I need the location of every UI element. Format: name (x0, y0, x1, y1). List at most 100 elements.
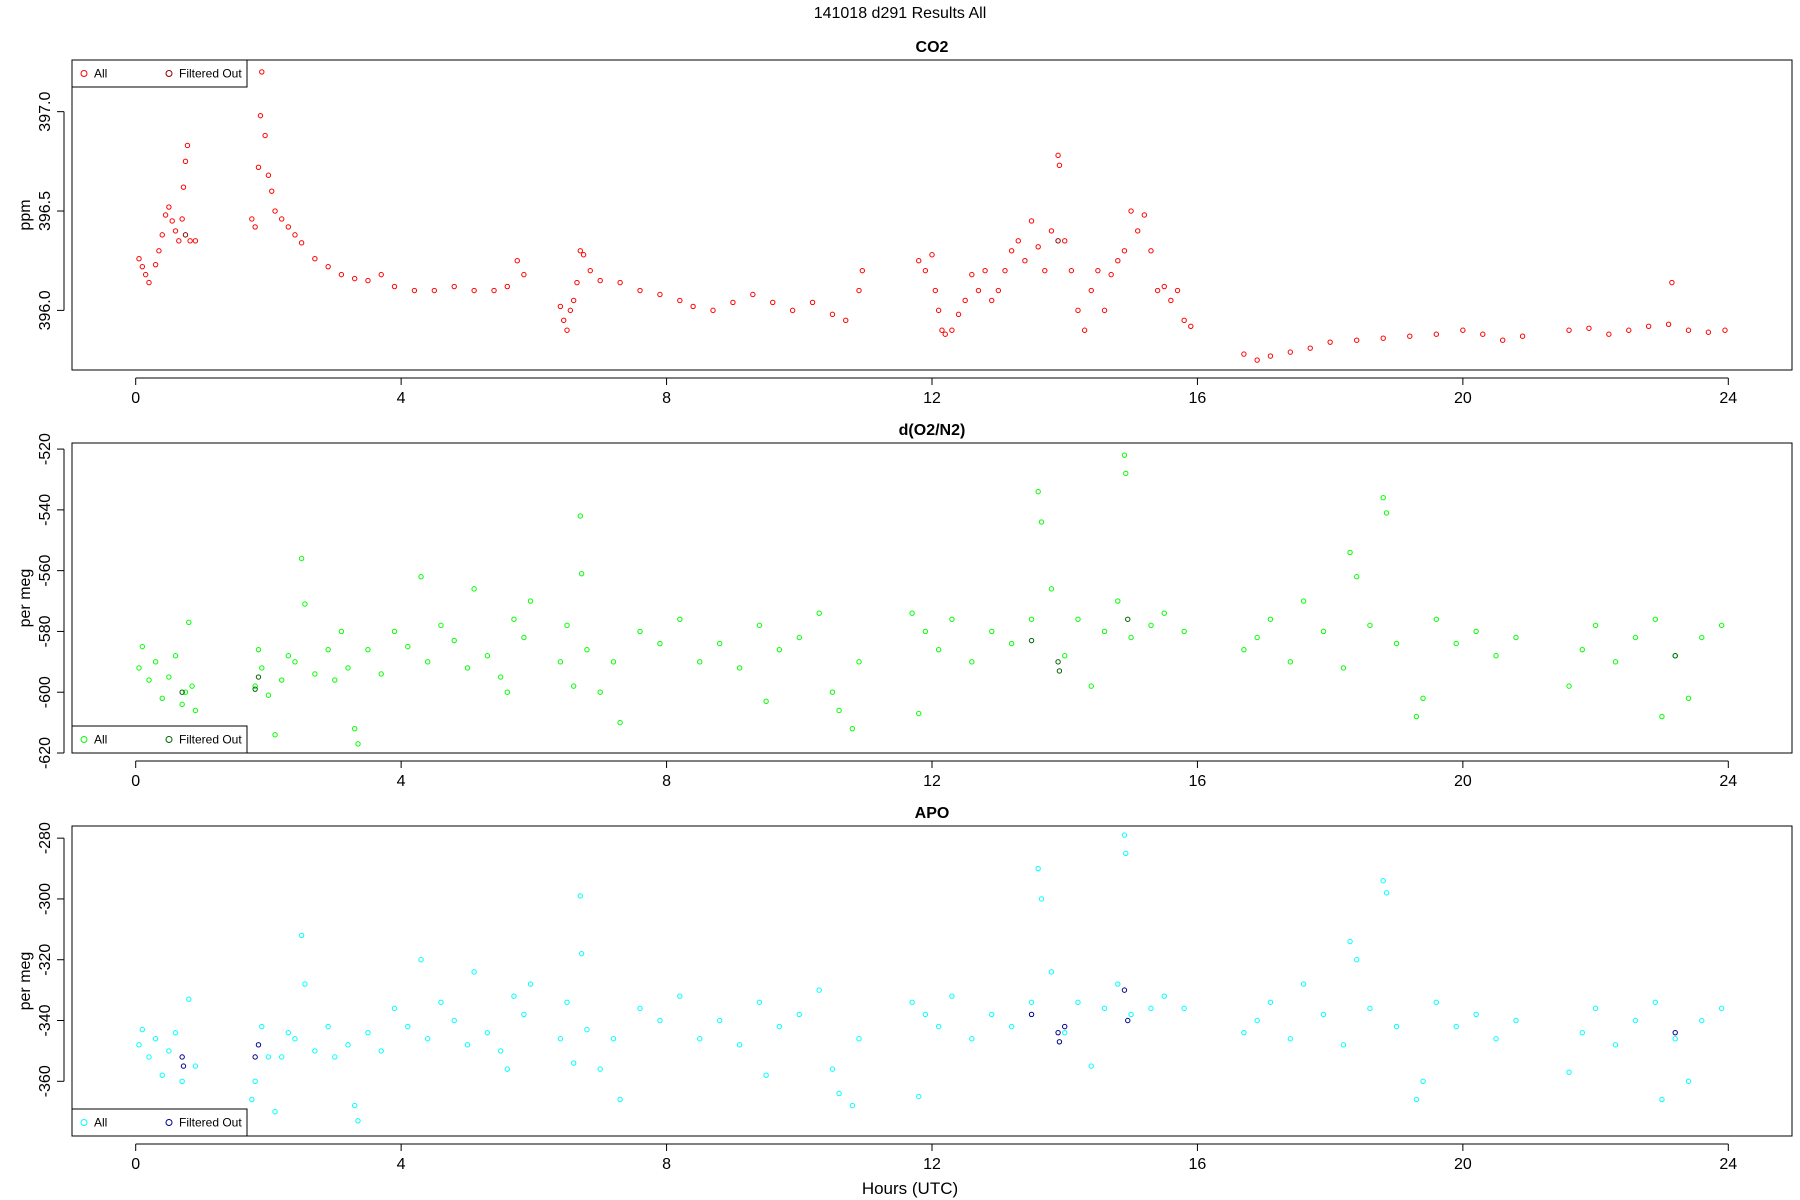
apo-point (484, 1029, 491, 1036)
co2-point (1108, 271, 1114, 278)
co2-point (265, 172, 272, 178)
apo-panel: APO 0 4 8 12 16 20 24 -360 -340 -320 -300 -280 per me… (17, 805, 1793, 1173)
apo-point (1048, 969, 1055, 975)
o2n2-point (504, 689, 511, 695)
co2-point (1480, 331, 1486, 337)
apo-point (146, 1054, 152, 1060)
o2n2-point (1121, 452, 1128, 458)
apo-y-tick-label: -340 (37, 1004, 54, 1036)
o2n2-point (1433, 616, 1440, 622)
co2-point (1062, 238, 1068, 244)
co2-point (255, 164, 262, 171)
co2-point (1606, 331, 1612, 337)
o2n2-point (909, 610, 915, 616)
co2-point (935, 307, 942, 314)
o2n2-point (1267, 616, 1274, 622)
co2-point (411, 287, 418, 294)
co2-point (491, 287, 497, 294)
o2n2-point (325, 646, 331, 653)
co2-point (1115, 258, 1121, 264)
o2n2-point (1420, 695, 1426, 701)
co2-point (770, 299, 776, 306)
o2n2-point (916, 710, 922, 717)
o2n2-filtered-point (255, 674, 262, 680)
co2-point (1068, 267, 1075, 274)
co2-point (521, 271, 527, 278)
o2n2-point (1035, 488, 1041, 495)
o2n2-y-tick-label: -520 (37, 433, 54, 465)
apo-point (763, 1072, 769, 1078)
apo-point (1340, 1042, 1347, 1048)
co2-point (856, 287, 862, 294)
apo-filtered-point (252, 1054, 258, 1060)
apo-point (1433, 999, 1440, 1005)
co2-point (298, 240, 305, 246)
apo-point (259, 1023, 265, 1030)
o2n2-point (405, 643, 411, 650)
o2n2-point (597, 689, 603, 695)
co2-point (471, 287, 477, 294)
apo-point (302, 981, 308, 987)
co2-point (1254, 357, 1260, 363)
o2n2-point (1612, 659, 1619, 665)
o2n2-x-tick-label: 16 (1189, 773, 1207, 790)
apo-point (424, 1036, 431, 1042)
o2n2-point (935, 646, 942, 653)
apo-point (637, 1005, 643, 1012)
apo-point (527, 981, 534, 987)
co2-point (1022, 258, 1028, 264)
apo-point (1659, 1096, 1665, 1103)
co2-point (272, 208, 278, 214)
apo-point (278, 1054, 285, 1060)
o2n2-point (836, 707, 842, 714)
o2n2-point (1566, 683, 1572, 689)
co2-point (156, 248, 162, 254)
apo-point (1121, 832, 1128, 838)
o2n2-point (1254, 634, 1260, 641)
o2n2-legend-marker (80, 736, 88, 743)
apo-point (756, 999, 763, 1005)
co2-filtered-point (1055, 238, 1061, 244)
o2n2-filtered-point (1672, 653, 1678, 659)
co2-point (1287, 349, 1294, 355)
o2n2-point (152, 659, 159, 665)
co2-point (1626, 327, 1632, 333)
co2-point (180, 184, 187, 190)
co2-point (975, 287, 982, 294)
apo-legend-marker (165, 1119, 173, 1126)
co2-point (278, 216, 285, 222)
o2n2-filtered-point (179, 689, 185, 695)
apo-point (1101, 1005, 1108, 1012)
o2n2-point (166, 674, 172, 680)
co2-point (1241, 351, 1247, 357)
apo-point (1347, 938, 1353, 945)
apo-point (564, 999, 570, 1005)
o2n2-point (856, 659, 862, 665)
apo-point (1115, 981, 1121, 987)
co2-chart-title: CO2 (916, 39, 949, 56)
apo-filtered-point (255, 1042, 262, 1048)
o2n2-y-tick-label: -540 (37, 494, 54, 526)
o2n2-point (1181, 628, 1187, 635)
apo-point (152, 1036, 159, 1042)
apo-point (365, 1029, 371, 1036)
apo-point (378, 1048, 384, 1054)
apo-point (1699, 1017, 1705, 1024)
o2n2-point (136, 665, 142, 671)
apo-y-tick-label: -300 (37, 883, 54, 915)
o2n2-filtered-point (1125, 616, 1131, 622)
co2-point (1002, 267, 1008, 274)
co2-point (146, 279, 152, 286)
co2-point (1188, 323, 1194, 329)
co2-point (829, 311, 836, 318)
co2-point (1327, 339, 1333, 345)
apo-point (577, 893, 584, 899)
co2-point (1181, 317, 1187, 324)
o2n2-point (192, 707, 199, 714)
co2-point (564, 327, 570, 333)
apo-point (1148, 1005, 1154, 1012)
co2-y-tick-label: 396.0 (37, 290, 54, 330)
apo-point (1566, 1069, 1572, 1075)
o2n2-point (365, 646, 371, 653)
